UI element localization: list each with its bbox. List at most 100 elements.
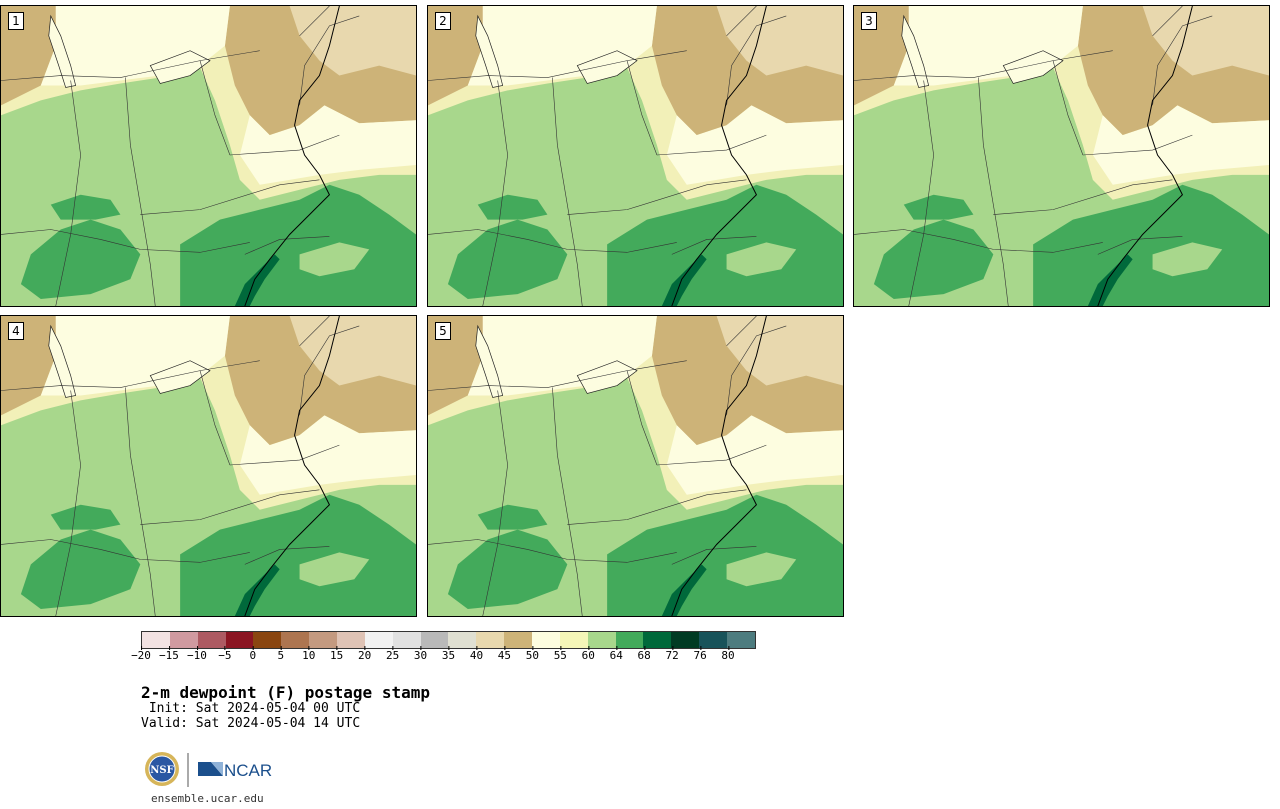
dewpoint-region xyxy=(299,552,370,587)
legend-swatch xyxy=(309,632,338,648)
dewpoint-map-1 xyxy=(1,6,416,306)
state-boundary xyxy=(671,546,757,565)
lake-outline xyxy=(48,324,211,398)
legend-swatch xyxy=(559,632,588,648)
state-boundary xyxy=(140,489,320,525)
state-boundary xyxy=(299,316,330,347)
state-boundary xyxy=(1,229,250,253)
footer-url[interactable]: ensemble.ucar.edu xyxy=(151,792,264,805)
coastline xyxy=(671,6,767,306)
legend-tick-label: 0 xyxy=(249,646,257,662)
state-boundary xyxy=(908,80,934,306)
state-boundary xyxy=(1152,6,1183,37)
legend-tick-label: 10 xyxy=(302,646,316,662)
dewpoint-region xyxy=(50,194,121,220)
state-boundary xyxy=(978,77,1009,306)
legend-tick-label: −10 xyxy=(186,646,207,662)
state-boundary xyxy=(229,444,340,466)
state-boundary xyxy=(55,390,81,616)
lake-outline xyxy=(475,14,638,88)
legend-swatch xyxy=(281,632,310,648)
legend-tick-label: 25 xyxy=(385,646,400,662)
map-panel-5[interactable]: 5 xyxy=(427,315,844,617)
panel-label-2: 2 xyxy=(435,12,451,30)
dewpoint-region xyxy=(716,6,843,76)
state-boundary xyxy=(993,179,1173,215)
dewpoint-region xyxy=(1,6,61,106)
state-boundary xyxy=(229,134,340,156)
dewpoint-region xyxy=(661,564,707,616)
legend-tick-label: −15 xyxy=(159,646,179,662)
dewpoint-region xyxy=(666,415,843,495)
state-boundary xyxy=(656,134,767,156)
legend-swatch xyxy=(587,632,616,648)
state-boundary xyxy=(671,236,757,255)
color-legend-bar xyxy=(141,631,756,649)
state-boundary xyxy=(125,77,156,306)
state-boundary xyxy=(428,360,687,391)
coastline xyxy=(671,316,767,616)
state-boundary xyxy=(1,539,250,563)
ncar-logo-text: NCAR xyxy=(224,761,272,780)
state-boundary xyxy=(125,387,156,616)
legend-tick-label: 30 xyxy=(413,646,428,662)
legend-tick-label: 35 xyxy=(441,646,456,662)
map-panel-3[interactable]: 3 xyxy=(853,5,1270,307)
legend-swatch xyxy=(253,632,282,648)
legend-tick-label: 15 xyxy=(330,646,344,662)
map-panel-1[interactable]: 1 xyxy=(0,5,417,307)
legend-tick-label: 50 xyxy=(525,646,539,662)
state-boundary xyxy=(854,229,1103,253)
dewpoint-region xyxy=(234,564,280,616)
state-boundary xyxy=(552,387,583,616)
state-boundary xyxy=(726,316,757,347)
state-boundary xyxy=(1152,15,1213,106)
legend-tick-label: 5 xyxy=(277,646,285,662)
legend-swatch xyxy=(615,632,644,648)
dewpoint-region xyxy=(726,242,797,277)
legend-swatch xyxy=(476,632,505,648)
dewpoint-region xyxy=(854,6,914,106)
lake-outline xyxy=(475,324,638,398)
dewpoint-region xyxy=(873,219,994,300)
dewpoint-region xyxy=(239,105,416,185)
state-boundary xyxy=(1097,236,1183,255)
map-panel-4[interactable]: 4 xyxy=(0,315,417,617)
coastline xyxy=(244,316,340,616)
dewpoint-region xyxy=(447,529,568,610)
init-time: Init: Sat 2024-05-04 00 UTC xyxy=(141,701,361,716)
dewpoint-region xyxy=(607,494,843,616)
legend-tick-label: 68 xyxy=(637,646,651,662)
panel-label-4: 4 xyxy=(8,322,24,340)
state-boundary xyxy=(567,179,747,215)
state-boundary xyxy=(1052,60,1084,156)
state-boundary xyxy=(626,370,658,466)
chart-title: 2-m dewpoint (F) postage stamp xyxy=(141,683,430,702)
legend-swatch xyxy=(643,632,672,648)
panel-label-3: 3 xyxy=(861,12,877,30)
state-boundary xyxy=(1,360,260,391)
color-legend-ticks: −20 −15 −10 −5 0 5 10 15 20 25 30 35 40 45 50 55 60 64 68 7… xyxy=(131,646,756,669)
legend-swatch xyxy=(142,632,170,648)
state-boundary xyxy=(199,370,231,466)
state-boundary xyxy=(428,229,677,253)
dewpoint-region xyxy=(180,184,416,306)
legend-tick-label: −5 xyxy=(218,646,232,662)
legend-swatch xyxy=(169,632,198,648)
legend-swatch xyxy=(364,632,393,648)
state-boundary xyxy=(854,50,1113,81)
dewpoint-region xyxy=(607,184,843,306)
legend-swatch xyxy=(392,632,421,648)
dewpoint-map-5 xyxy=(428,316,843,616)
coastline xyxy=(244,6,340,306)
nsf-logo-text: NSF xyxy=(150,765,173,776)
legend-tick-label: 76 xyxy=(693,646,707,662)
map-panel-2[interactable]: 2 xyxy=(427,5,844,307)
state-boundary xyxy=(726,6,757,37)
legend-tick-label: 60 xyxy=(581,646,595,662)
state-boundary xyxy=(726,325,787,416)
dewpoint-region xyxy=(289,316,416,386)
dewpoint-region xyxy=(20,529,141,610)
valid-time: Valid: Sat 2024-05-04 14 UTC xyxy=(141,716,361,731)
logos: NSF NCAR xyxy=(143,750,275,790)
